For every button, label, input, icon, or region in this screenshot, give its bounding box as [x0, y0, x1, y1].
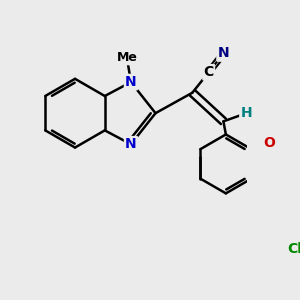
Text: H: H	[241, 106, 252, 120]
Text: Me: Me	[116, 51, 137, 64]
Text: C: C	[204, 65, 214, 79]
Text: N: N	[125, 75, 137, 89]
Text: O: O	[263, 136, 275, 150]
Text: Cl: Cl	[287, 242, 300, 256]
Text: N: N	[125, 137, 137, 151]
Text: N: N	[218, 46, 229, 61]
